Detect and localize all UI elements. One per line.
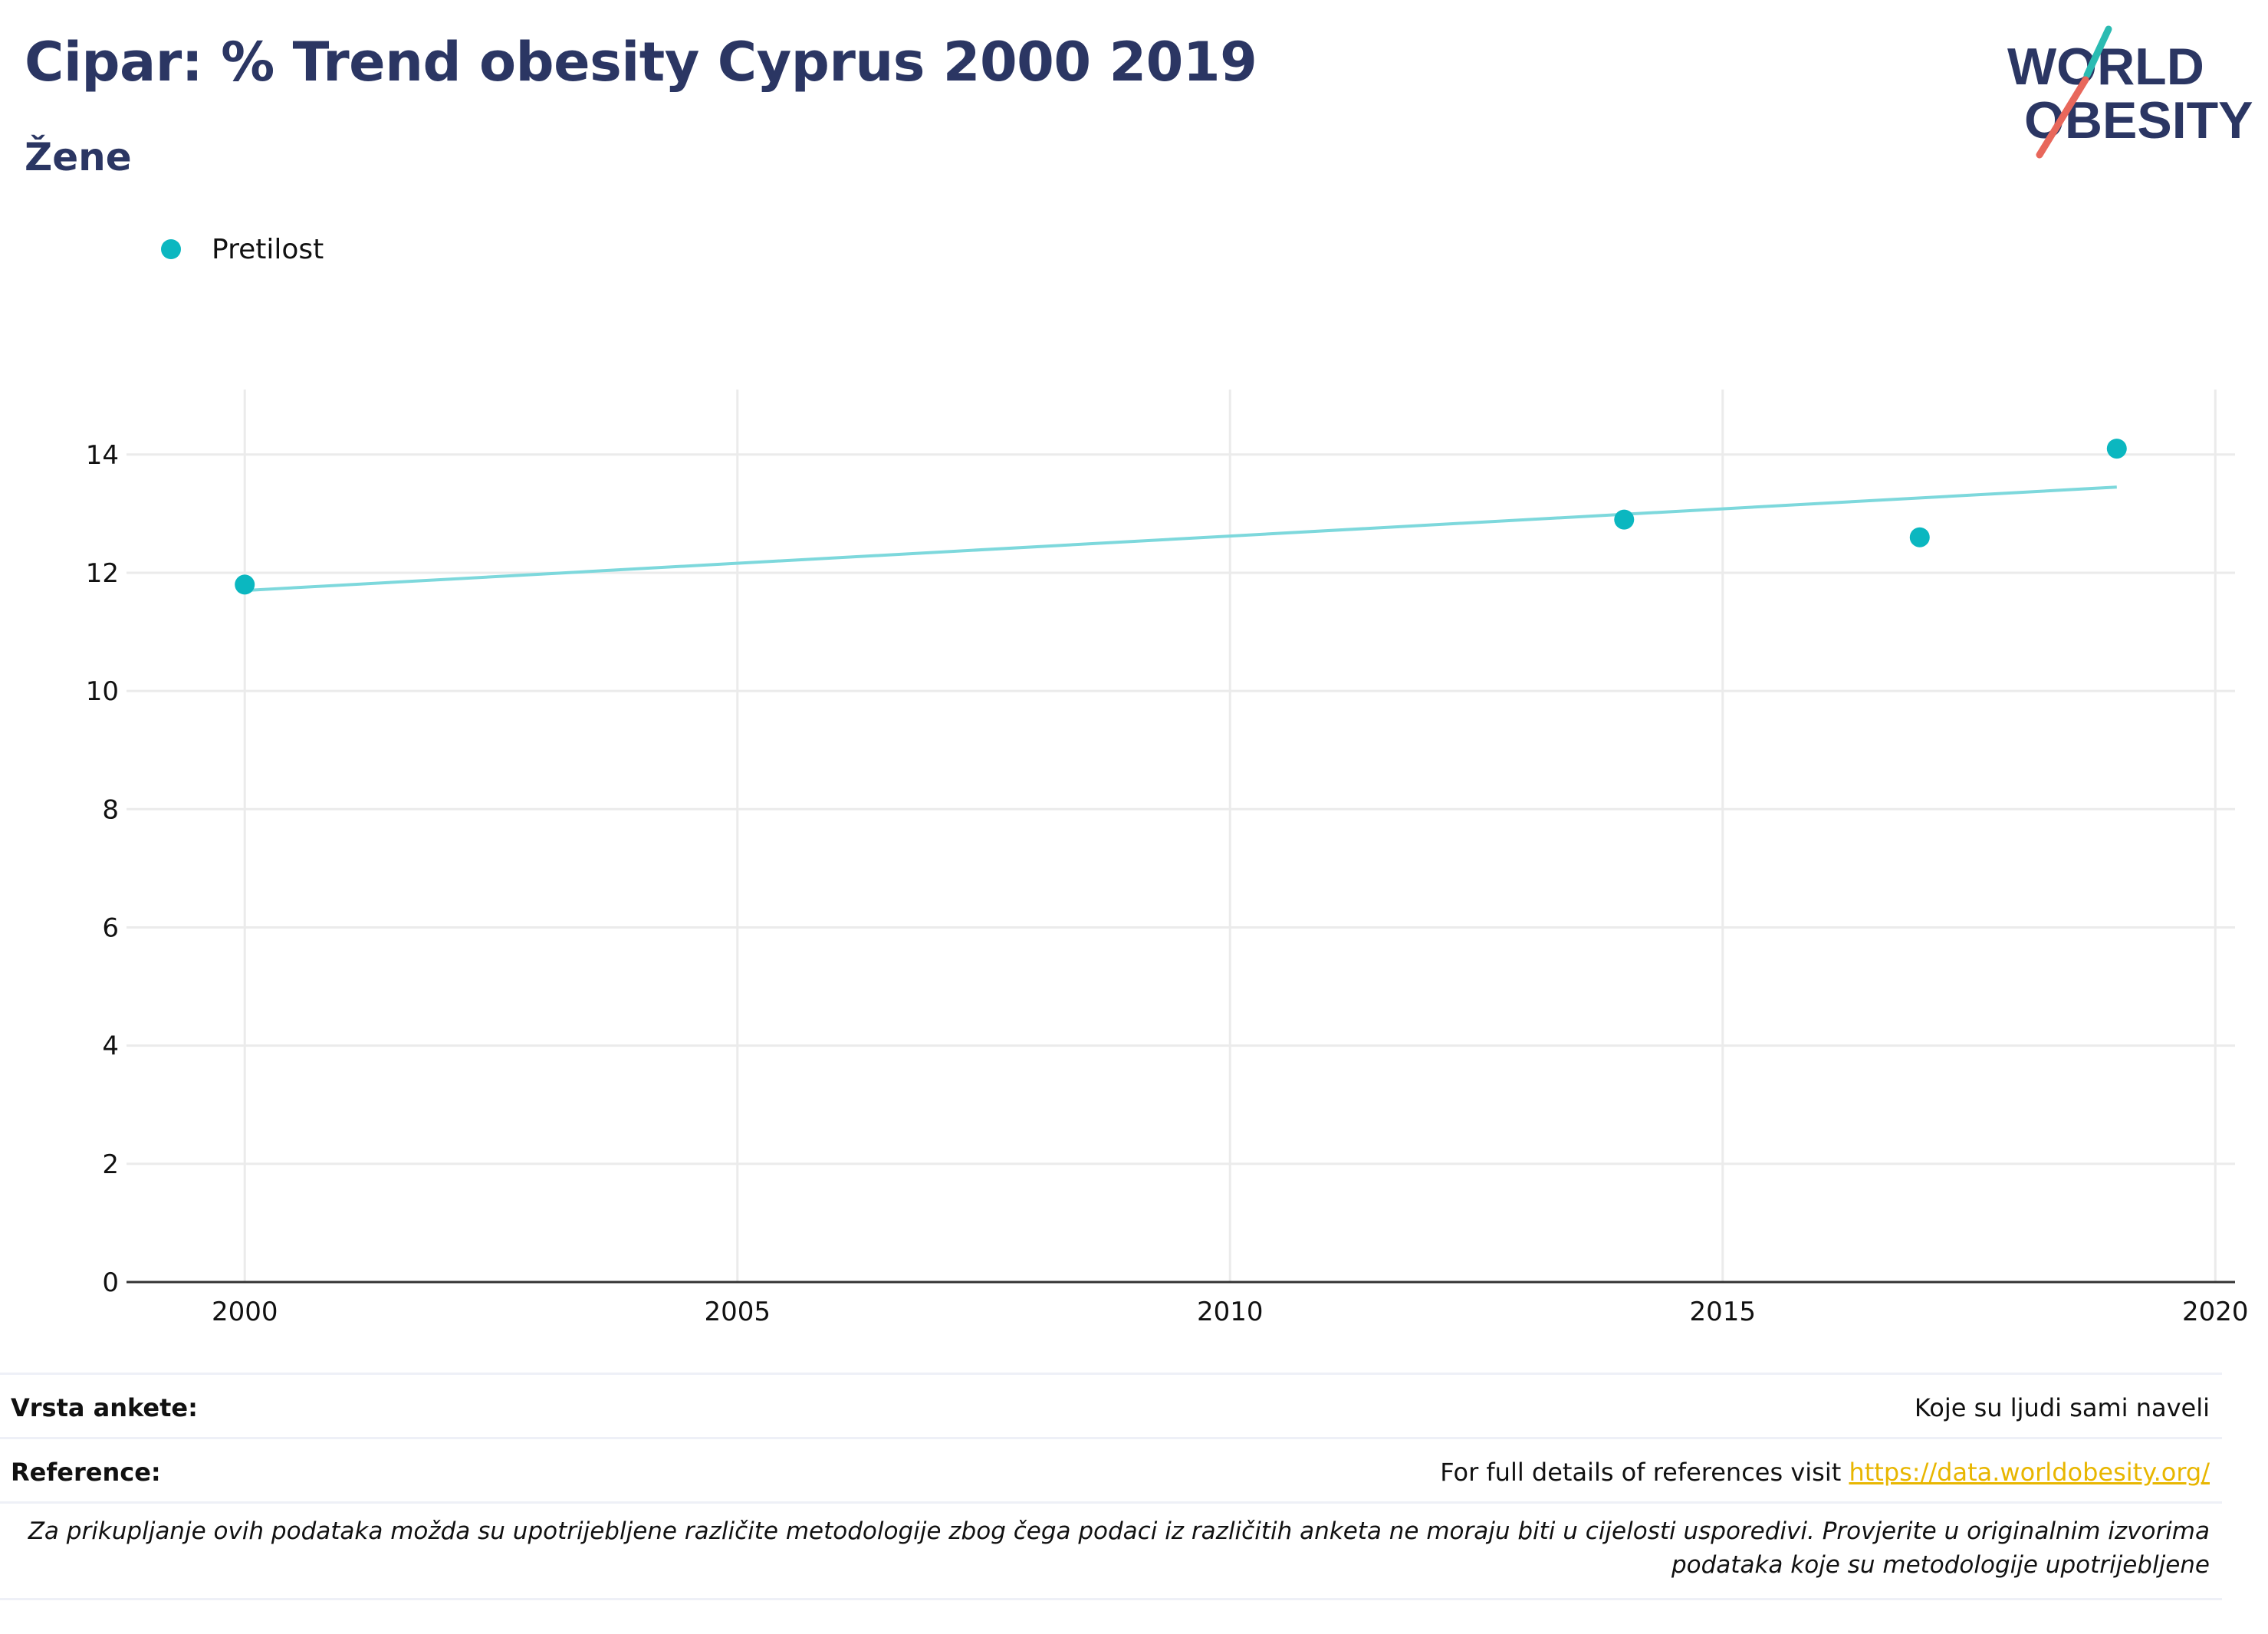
reference-link[interactable]: https://data.worldobesity.org/ — [1849, 1458, 2210, 1487]
trendline-layer — [245, 485, 2117, 593]
footer-bottom-border — [0, 1598, 2222, 1600]
survey-type-value: Koje su ljudi sami naveli — [1914, 1393, 2210, 1422]
x-tick-label: 2010 — [1197, 1297, 1264, 1327]
chart-title: Cipar: % Trend obesity Cyprus 2000 2019 — [25, 31, 1257, 94]
data-point — [1614, 509, 1635, 530]
y-tick-label: 14 — [86, 440, 119, 471]
y-tick-label: 6 — [102, 912, 119, 943]
logo-slash-teal — [2083, 25, 2112, 79]
chart-subtitle: Žene — [25, 135, 132, 179]
data-point — [1909, 527, 1930, 547]
trendline — [245, 485, 2117, 593]
reference-label: Reference: — [11, 1458, 161, 1487]
y-tick-label: 10 — [86, 676, 119, 707]
legend[interactable]: Pretilost — [161, 230, 324, 268]
survey-type-row: Vrsta ankete: Koje su ljudi sami naveli — [0, 1373, 2222, 1439]
x-tick-label: 2000 — [212, 1297, 278, 1327]
y-tick-label: 0 — [102, 1267, 119, 1298]
logo-slash-red — [2036, 76, 2089, 159]
survey-type-label: Vrsta ankete: — [11, 1393, 198, 1422]
methodology-note: Za prikupljanje ovih podataka možda su u… — [17, 1514, 2210, 1582]
y-tick-label: 8 — [102, 794, 119, 825]
methodology-note-line-1: Za prikupljanje ovih podataka možda su u… — [28, 1517, 2210, 1545]
chart-area: 0 2 4 6 8 10 12 14 2000 2005 2010 2015 2020 — [86, 390, 2249, 1327]
methodology-note-line-2: podataka koje su metodologije upotrijebl… — [1671, 1551, 2210, 1579]
reference-text: For full details of references visit — [1440, 1458, 1849, 1487]
grid-lines — [127, 390, 2235, 1282]
reference-value: For full details of references visit htt… — [1440, 1458, 2210, 1487]
data-point — [2106, 439, 2127, 459]
y-tick-label: 4 — [102, 1031, 119, 1062]
y-tick-label: 12 — [86, 558, 119, 589]
x-tick-label: 2020 — [2182, 1297, 2249, 1327]
reference-row: Reference: For full details of reference… — [0, 1437, 2222, 1504]
methodology-note-row: Za prikupljanje ovih podataka možda su u… — [0, 1501, 2222, 1600]
legend-label: Pretilost — [212, 233, 324, 265]
data-point — [235, 574, 255, 595]
points-layer — [235, 439, 2127, 595]
x-tick-label: 2015 — [1690, 1297, 1757, 1327]
x-tick-label: 2005 — [704, 1297, 771, 1327]
world-obesity-logo: WORLD OBESITY — [2007, 25, 2253, 159]
legend-marker — [161, 239, 181, 259]
y-tick-label: 2 — [102, 1149, 119, 1180]
logo-text-world: WORLD — [2007, 38, 2204, 96]
axes: 0 2 4 6 8 10 12 14 2000 2005 2010 2015 2020 — [86, 440, 2249, 1327]
